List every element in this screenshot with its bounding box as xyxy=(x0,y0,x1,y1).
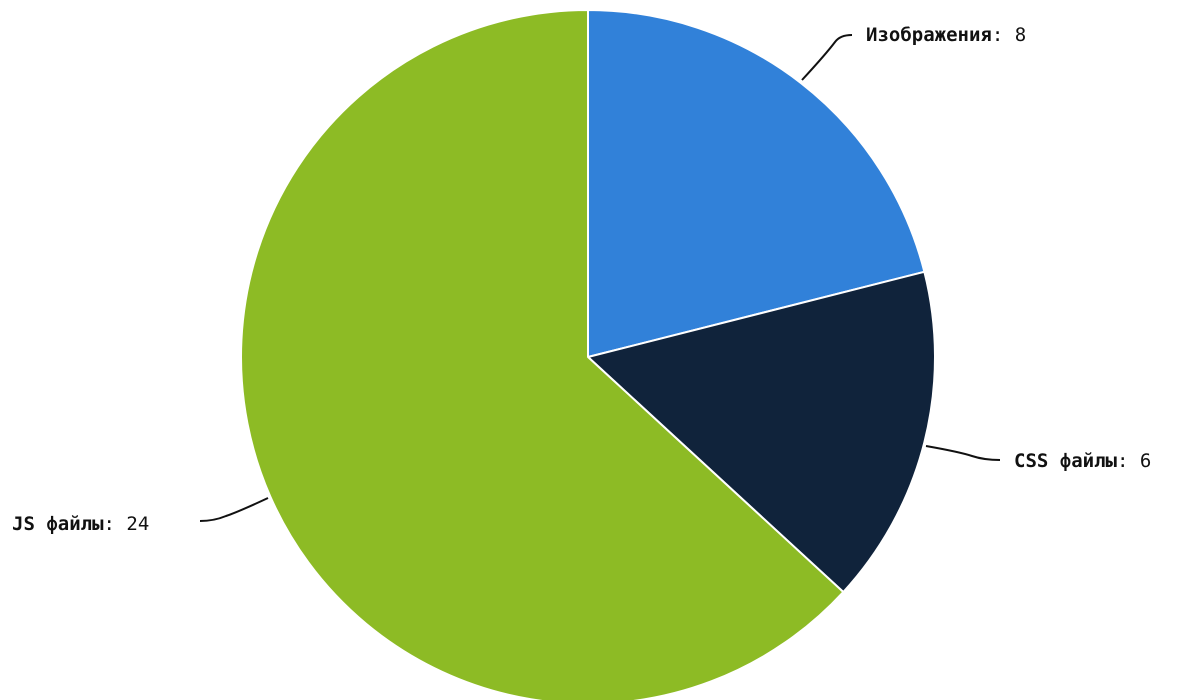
slice-label-name: CSS файлы xyxy=(1014,450,1118,472)
pie-slice-0 xyxy=(587,9,926,358)
pie-slice-1 xyxy=(587,270,936,594)
slice-label-js: JS файлы: 24 xyxy=(12,513,149,535)
slice-label-name: JS файлы xyxy=(12,513,104,535)
leader-line-images xyxy=(801,34,853,81)
leader-line-js xyxy=(199,497,269,522)
slice-label-css: CSS файлы: 6 xyxy=(1014,450,1151,472)
slice-label-name: Изображения xyxy=(866,24,992,46)
slice-labels: Изображения: 8 CSS файлы: 6 JS файлы: 24 xyxy=(12,24,1151,535)
slice-label-value: 24 xyxy=(126,513,149,535)
leader-line-css xyxy=(925,445,1001,461)
pie-slice-2 xyxy=(240,9,845,700)
slice-label-value: 6 xyxy=(1140,450,1151,472)
pie-slices xyxy=(240,9,936,700)
slice-label-value: 8 xyxy=(1015,24,1026,46)
slice-label-images: Изображения: 8 xyxy=(866,24,1026,46)
